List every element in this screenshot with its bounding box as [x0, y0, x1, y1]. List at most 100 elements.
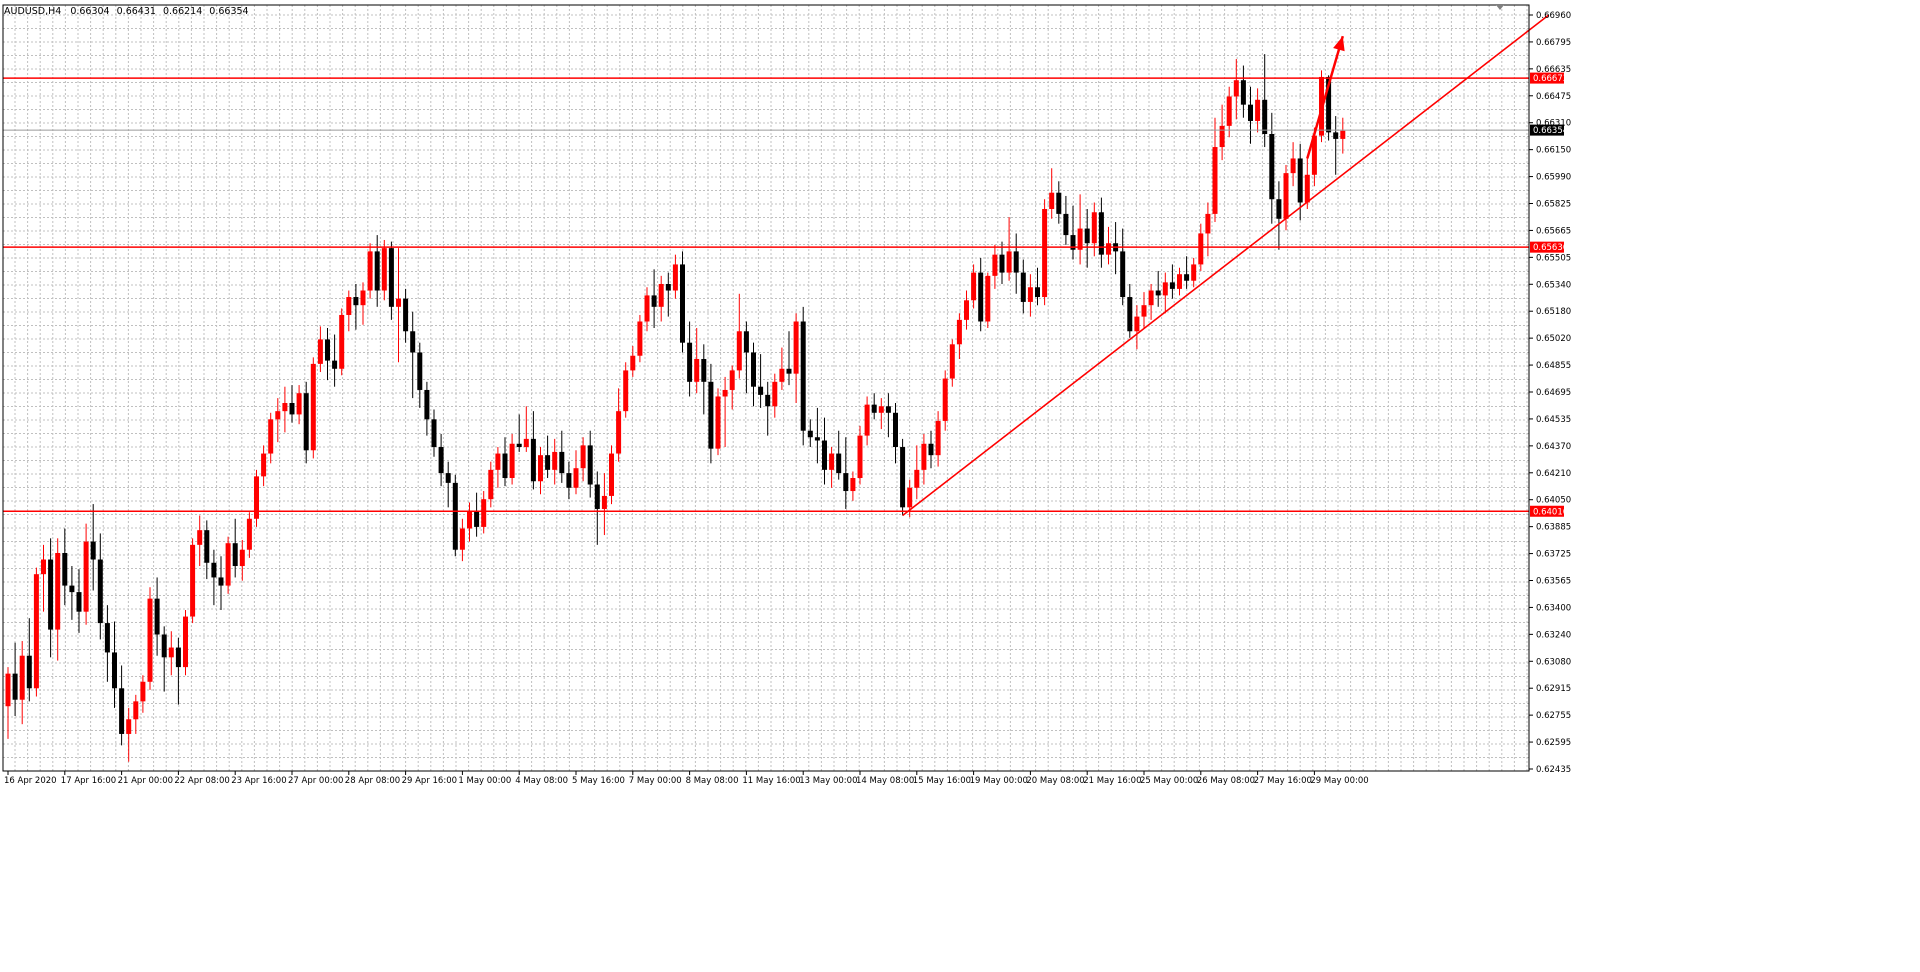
candle-bear: [530, 438, 536, 482]
candle-bull: [1304, 174, 1310, 203]
candle-bull: [1106, 243, 1111, 255]
y-tick-label: 0.64535: [1536, 415, 1571, 425]
candle-bull: [1141, 305, 1147, 317]
candle-bear: [424, 389, 430, 420]
candle-bull: [396, 298, 401, 307]
y-tick-label: 0.62595: [1536, 738, 1571, 748]
x-tick-label: 27 May 16:00: [1254, 776, 1312, 786]
candle-bull: [1290, 158, 1296, 174]
candle-bull: [126, 719, 132, 734]
chart-shift-marker-icon[interactable]: [1496, 5, 1504, 10]
candle-bull: [715, 396, 721, 449]
candle-bear: [999, 254, 1005, 273]
candle-bull: [964, 300, 969, 320]
y-tick-label: 0.66475: [1536, 92, 1571, 102]
candle-bull: [793, 321, 799, 374]
candle-bull: [935, 420, 941, 456]
candle-bear: [800, 321, 806, 431]
y-tick-label: 0.63885: [1536, 523, 1571, 533]
x-tick-label: 1 May 00:00: [458, 776, 511, 786]
candle-bull: [41, 559, 46, 575]
y-tick-label: 0.66795: [1536, 38, 1571, 48]
y-tick-label: 0.66960: [1536, 11, 1571, 21]
candles: [5, 54, 1346, 762]
candle-bear: [765, 394, 771, 407]
candle-bear: [566, 473, 572, 488]
y-tick-label: 0.65505: [1536, 253, 1571, 263]
candle-bear: [161, 634, 167, 658]
candle-bull: [339, 314, 345, 369]
candle-bull: [1340, 130, 1346, 139]
candle-bull: [317, 339, 323, 364]
y-tick-label: 0.66635: [1536, 65, 1571, 75]
plot-frame: [2, 4, 1530, 772]
candle-bear: [417, 352, 423, 390]
y-tick-label: 0.65825: [1536, 200, 1571, 210]
candle-bear: [374, 251, 380, 291]
horizontal-levels[interactable]: [3, 77, 1529, 513]
x-tick-label: 19 May 00:00: [970, 776, 1028, 786]
candle-bear: [289, 403, 295, 415]
candle-bear: [1169, 282, 1175, 289]
candle-bull: [246, 518, 252, 550]
candle-bull: [310, 363, 316, 451]
trend-line[interactable]: [902, 14, 1550, 517]
candle-bull: [637, 321, 643, 356]
candle-bear: [1056, 192, 1062, 214]
svg-text:AUDUSD,H4 0.66304: AUDUSD,H4 0.66304 0.66431 0.66214 0.6635…: [4, 6, 249, 17]
y-tick-label: 0.63725: [1536, 550, 1571, 560]
y-tick-label: 0.65180: [1536, 307, 1571, 317]
candle-bear: [452, 482, 458, 550]
candle-bear: [119, 688, 125, 734]
candle-bull: [1177, 274, 1182, 289]
candle-bear: [545, 455, 551, 470]
candle-bull: [850, 477, 856, 492]
x-tick-label: 15 May 16:00: [913, 776, 971, 786]
x-tick-label: 4 May 08:00: [515, 776, 568, 786]
candle-bear: [1063, 213, 1069, 236]
arrow-head[interactable]: [1333, 36, 1345, 52]
candle-bear: [516, 443, 522, 448]
candle-bear: [1098, 212, 1104, 255]
candle-bear: [1013, 251, 1019, 273]
candle-bear: [1276, 199, 1282, 219]
candle-bear: [836, 453, 842, 474]
y-tick-label: 0.66150: [1536, 146, 1571, 156]
candle-bear: [332, 360, 338, 369]
candle-bear: [1184, 274, 1190, 281]
drawings[interactable]: [902, 14, 1550, 517]
x-tick-label: 20 May 08:00: [1026, 776, 1084, 786]
y-tick-label: 0.63565: [1536, 577, 1571, 587]
x-tick-label: 22 Apr 08:00: [174, 776, 229, 786]
x-tick-label: 21 May 16:00: [1083, 776, 1141, 786]
candle-bull: [729, 370, 735, 390]
candle-bear: [12, 673, 18, 700]
candle-bear: [303, 393, 309, 451]
x-tick-label: 13 May 00:00: [799, 776, 857, 786]
candle-bear: [751, 352, 756, 387]
candle-bull: [140, 681, 146, 702]
candle-bull: [552, 451, 558, 470]
x-tick-label: 23 Apr 16:00: [231, 776, 286, 786]
candle-bear: [403, 298, 409, 332]
candle-bear: [1155, 290, 1161, 296]
candle-bull: [495, 453, 501, 470]
candle-bull: [133, 701, 139, 720]
candle-bull: [1226, 96, 1232, 126]
candle-bear: [232, 543, 238, 567]
candle-bear: [1070, 235, 1076, 250]
candle-bear: [1297, 158, 1303, 203]
ohlc-high: 0.66431: [117, 6, 156, 17]
candle-bear: [1020, 272, 1026, 302]
candle-bear: [701, 358, 707, 382]
candle-bull: [772, 381, 778, 407]
candle-bear: [1269, 134, 1275, 200]
candle-bull: [168, 647, 174, 658]
arrow-shaft[interactable]: [1306, 35, 1345, 159]
candle-bull: [1049, 192, 1055, 210]
x-tick-label: 11 May 16:00: [742, 776, 800, 786]
candle-bull: [1283, 173, 1289, 219]
candle-bull: [225, 543, 231, 586]
